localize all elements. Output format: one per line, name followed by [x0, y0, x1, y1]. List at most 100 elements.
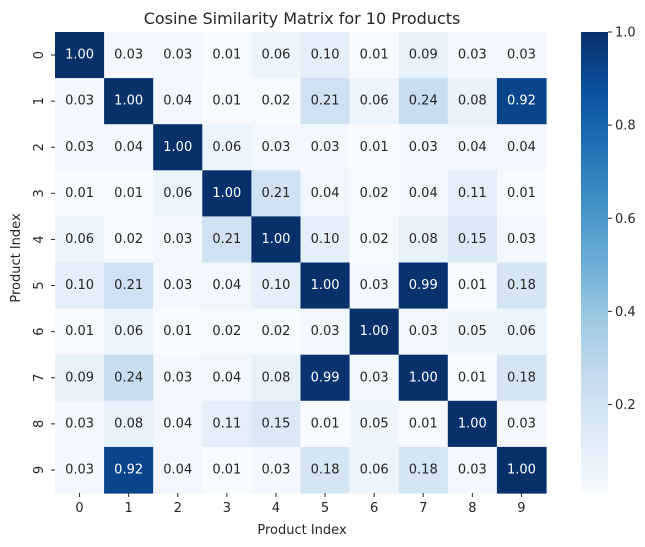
heatmap-cell-8-7	[398, 400, 449, 448]
heatmap-cell-8-6	[349, 400, 400, 448]
heatmap-cell-9-8	[447, 446, 498, 494]
heatmap-cell-7-0	[55, 354, 105, 402]
cell-value-label-2-3: 0.06	[212, 140, 241, 155]
heatmap-cell-8-9	[496, 400, 547, 448]
cell-value-label-0-8: 0.03	[458, 48, 487, 63]
heatmap-cell-2-3	[202, 124, 252, 171]
heatmap-cell-1-6	[349, 78, 400, 125]
x-tick-label-8: 8	[468, 501, 476, 516]
heatmap-cell-1-4	[251, 78, 302, 125]
cell-value-label-6-7: 0.03	[409, 324, 438, 339]
cell-value-label-7-7: 1.00	[409, 370, 438, 385]
cell-value-label-7-4: 0.08	[261, 370, 290, 385]
heatmap-cell-0-4	[251, 32, 302, 79]
cell-value-label-3-2: 0.06	[163, 186, 192, 201]
cell-value-label-2-5: 0.03	[311, 140, 340, 155]
colorbar-tick-label-4: 1.0	[615, 26, 636, 41]
heatmap-cell-0-0	[55, 32, 105, 79]
heatmap-cell-2-2	[153, 124, 203, 171]
cell-value-label-4-3: 0.21	[212, 232, 241, 247]
heatmap-cell-7-1	[104, 354, 154, 402]
cell-value-label-1-8: 0.08	[458, 94, 487, 109]
heatmap-cell-1-5	[300, 78, 351, 125]
cell-value-label-6-3: 0.02	[212, 324, 241, 339]
heatmap-cell-1-9	[496, 78, 547, 125]
heatmap-cell-6-4	[251, 308, 302, 356]
heatmap-cell-3-2	[153, 170, 203, 217]
cell-value-label-9-1: 0.92	[114, 462, 143, 477]
cell-value-label-4-4: 1.00	[261, 232, 290, 247]
y-tick-label-5: 5	[32, 281, 47, 289]
cell-value-label-5-8: 0.01	[458, 278, 487, 293]
heatmap-cell-7-6	[349, 354, 400, 402]
heatmap-cell-5-5	[300, 262, 351, 310]
heatmap-cell-3-6	[349, 170, 400, 217]
cell-value-label-0-5: 0.10	[311, 48, 340, 63]
heatmap-cell-3-9	[496, 170, 547, 217]
heatmap-cells	[55, 32, 547, 494]
heatmap-cell-8-2	[153, 400, 203, 448]
heatmap-cell-2-6	[349, 124, 400, 171]
heatmap-cell-4-4	[251, 216, 302, 264]
heatmap-cell-9-7	[398, 446, 449, 494]
heatmap-cell-1-2	[153, 78, 203, 125]
heatmap-cell-2-0	[55, 124, 105, 171]
cell-value-label-9-3: 0.01	[212, 462, 241, 477]
y-axis-label: Product Index	[9, 213, 24, 303]
cell-value-label-6-5: 0.03	[311, 324, 340, 339]
cell-value-label-7-8: 0.01	[458, 370, 487, 385]
cell-value-label-3-9: 0.01	[507, 186, 536, 201]
cell-value-label-0-0: 1.00	[65, 48, 94, 63]
y-tick-label-2: 2	[32, 143, 47, 151]
x-tick-label-2: 2	[174, 501, 182, 516]
heatmap-cell-2-8	[447, 124, 498, 171]
colorbar-tick-label-0: 0.2	[615, 398, 636, 413]
cell-value-label-0-2: 0.03	[163, 48, 192, 63]
y-tick-label-8: 8	[32, 420, 47, 428]
heatmap-cell-5-0	[55, 262, 105, 310]
heatmap-cell-6-1	[104, 308, 154, 356]
cell-value-label-9-4: 0.03	[261, 462, 290, 477]
heatmap-cell-4-7	[398, 216, 449, 264]
heatmap-cell-0-2	[153, 32, 203, 79]
cell-value-label-0-4: 0.06	[261, 48, 290, 63]
x-tick-label-5: 5	[321, 501, 329, 516]
x-tick-label-1: 1	[125, 501, 133, 516]
y-tick-label-7: 7	[32, 374, 47, 382]
heatmap-cell-0-9	[496, 32, 547, 79]
heatmap-cell-3-4	[251, 170, 302, 217]
heatmap-cell-3-0	[55, 170, 105, 217]
heatmap-cell-0-7	[398, 32, 449, 79]
heatmap-cell-4-6	[349, 216, 400, 264]
heatmap-cell-6-8	[447, 308, 498, 356]
cell-value-label-8-0: 0.03	[65, 416, 94, 431]
heatmap-cell-9-1	[104, 446, 154, 494]
colorbar-tick-label-2: 0.6	[615, 212, 636, 227]
y-tick-label-6: 6	[32, 328, 47, 336]
cell-value-label-4-6: 0.02	[360, 232, 389, 247]
heatmap-cell-6-6	[349, 308, 400, 356]
cell-value-label-5-4: 0.10	[261, 278, 290, 293]
cell-value-label-4-1: 0.02	[114, 232, 143, 247]
cell-value-label-3-1: 0.01	[114, 186, 143, 201]
heatmap-cell-1-8	[447, 78, 498, 125]
heatmap-cell-7-9	[496, 354, 547, 402]
cell-value-label-2-2: 1.00	[163, 140, 192, 155]
heatmap-cell-5-4	[251, 262, 302, 310]
heatmap-cell-2-4	[251, 124, 302, 171]
cell-value-label-8-4: 0.15	[261, 416, 290, 431]
cell-value-label-2-1: 0.04	[114, 140, 143, 155]
heatmap-cell-4-9	[496, 216, 547, 264]
heatmap-cell-3-5	[300, 170, 351, 217]
heatmap-cell-0-3	[202, 32, 252, 79]
y-tick-label-1: 1	[32, 97, 47, 105]
heatmap-cell-9-9	[496, 446, 547, 494]
heatmap-cell-1-0	[55, 78, 105, 125]
heatmap-cell-7-5	[300, 354, 351, 402]
cell-value-label-0-1: 0.03	[114, 48, 143, 63]
cell-value-label-9-7: 0.18	[409, 462, 438, 477]
heatmap-cell-labels: 1.00 0.03 0.03 0.01 0.06 0.10 0.01 0.09 0.03 0.03…	[65, 48, 536, 478]
heatmap-cell-9-2	[153, 446, 203, 494]
x-tick-label-0: 0	[75, 501, 83, 516]
heatmap-cell-5-1	[104, 262, 154, 310]
